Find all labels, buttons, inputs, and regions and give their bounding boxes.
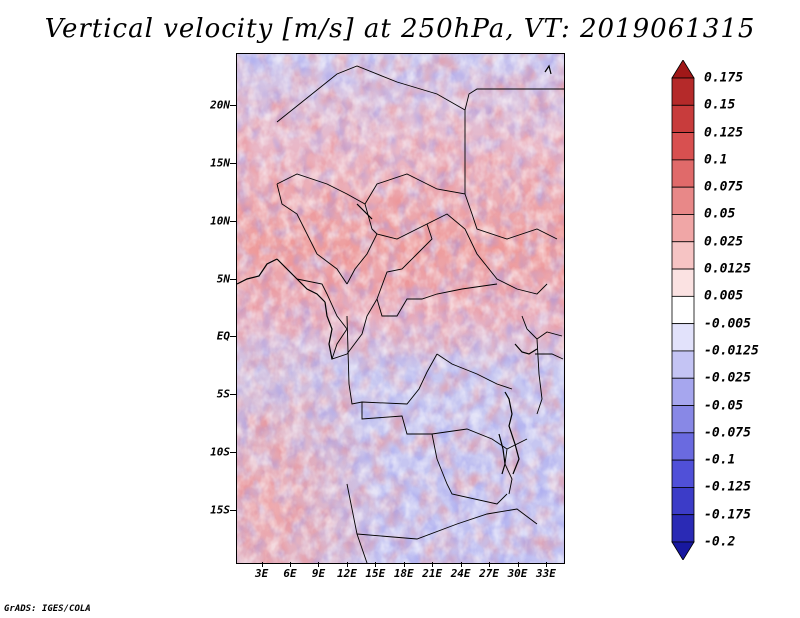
colorbar-swatch (671, 432, 695, 461)
lon-tick (517, 562, 519, 567)
lakes-and-coast (237, 64, 552, 475)
colorbar-tick-label: 0.15 (704, 97, 736, 113)
colorbar-swatch (671, 295, 695, 325)
lat-tick-label: 5S (216, 387, 230, 401)
colorbar-swatch (671, 186, 695, 215)
map-panel (236, 53, 565, 564)
lon-tick-label: 30E (507, 567, 528, 580)
lat-tick (230, 394, 236, 396)
country-borders (276, 65, 564, 563)
lat-tick-label: EQ (216, 329, 230, 343)
lon-tick-label: 18E (393, 567, 414, 580)
colorbar-tick-label: 0.0125 (704, 261, 751, 277)
colorbar-swatch (671, 350, 695, 379)
colorbar-tick-label: -0.175 (704, 507, 751, 523)
lat-tick (230, 452, 236, 454)
colorbar-tick-label: 0.025 (704, 234, 744, 250)
colorbar-tick-label: 0.125 (704, 125, 744, 141)
colorbar-swatch (671, 405, 695, 434)
chart-title: Vertical velocity [m/s] at 250hPa, VT: 2… (44, 14, 756, 44)
colorbar-min-triangle (671, 541, 695, 560)
colorbar-tick-label: -0.1 (704, 452, 736, 468)
lon-tick-label: 6E (283, 567, 297, 580)
lon-tick (375, 562, 377, 567)
colorbar-swatch (671, 77, 695, 106)
colorbar-tick-label: 0.075 (704, 179, 744, 195)
lat-tick (230, 162, 236, 164)
lon-tick (545, 562, 547, 567)
colorbar-tick-label: -0.005 (704, 316, 751, 332)
lon-tick (432, 562, 434, 567)
lon-tick-label: 21E (422, 567, 443, 580)
colorbar-tick-label: -0.075 (704, 425, 751, 441)
grads-credit: GrADS: IGES/COLA (4, 604, 91, 614)
colorbar-tick-label: -0.05 (704, 398, 744, 414)
colorbar-swatch (671, 377, 695, 406)
colorbar-tick-label: 0.05 (704, 206, 736, 222)
colorbar-swatch (671, 159, 695, 188)
lat-tick (230, 509, 236, 511)
lat-tick-label: 5N (216, 272, 230, 286)
colorbar-max-triangle (671, 60, 695, 79)
lon-tick (403, 562, 405, 567)
lat-tick-label: 15N (210, 156, 230, 170)
colorbar-tick-label: -0.0125 (704, 343, 759, 359)
lat-tick-label: 10N (210, 214, 230, 228)
lon-tick-label: 27E (479, 567, 499, 580)
lon-tick (346, 562, 348, 567)
colorbar (671, 60, 695, 560)
colorbar-tick-label: -0.025 (704, 370, 751, 386)
lat-tick-label: 20N (210, 98, 230, 112)
lon-tick-label: 33E (536, 567, 556, 580)
colorbar-swatch (671, 514, 695, 543)
colorbar-swatch (671, 268, 695, 297)
lon-tick-label: 24E (450, 567, 471, 580)
lat-tick (230, 278, 236, 280)
colorbar-swatch (671, 487, 695, 516)
lon-tick (460, 562, 462, 567)
lon-tick-label: 12E (336, 567, 357, 580)
lat-tick-label: 15S (210, 503, 230, 517)
lat-tick (230, 336, 236, 338)
colorbar-swatch (671, 323, 695, 352)
colorbar-tick-label: -0.125 (704, 479, 751, 495)
colorbar-swatch (671, 132, 695, 161)
lon-tick-label: 9E (311, 567, 326, 580)
colorbar-swatch (671, 214, 695, 243)
colorbar-tick-label: -0.2 (704, 534, 736, 550)
lon-tick (261, 562, 263, 567)
lat-tick (230, 220, 236, 222)
lon-tick-label: 3E (254, 567, 269, 580)
lon-tick (489, 562, 491, 567)
lat-tick-label: 10S (210, 445, 230, 459)
colorbar-swatch (671, 104, 695, 133)
lon-tick (318, 562, 320, 567)
colorbar-tick-label: 0.175 (704, 70, 744, 86)
colorbar-tick-label: 0.1 (704, 152, 728, 168)
lat-tick (230, 105, 236, 107)
colorbar-tick-label: 0.005 (704, 288, 744, 304)
lon-tick (290, 562, 292, 567)
lon-tick-label: 15E (365, 567, 386, 580)
colorbar-swatch (671, 459, 695, 488)
vertical-velocity-field (237, 54, 564, 563)
colorbar-swatch (671, 241, 695, 270)
